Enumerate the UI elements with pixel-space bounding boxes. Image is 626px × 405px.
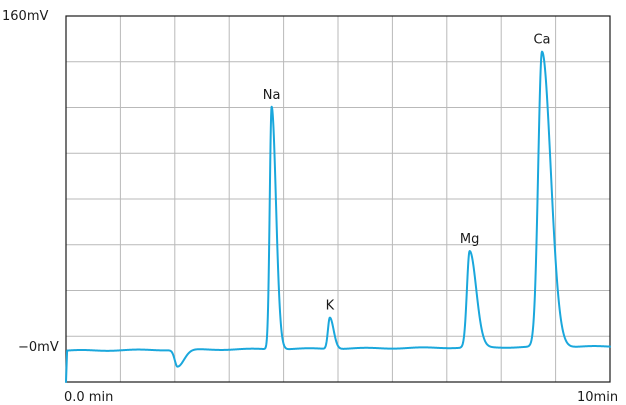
peak-label-k: K (326, 299, 335, 314)
plot-frame (65, 15, 611, 383)
peak-labels: Na K Mg Ca (263, 33, 551, 314)
signal-trace (65, 50, 611, 383)
y-baseline-label: −0mV (18, 340, 59, 355)
y-top-label: 160mV (2, 9, 48, 24)
x-start-label: 0.0 min (64, 390, 113, 405)
peak-label-ca: Ca (533, 33, 550, 48)
grid (66, 16, 610, 382)
peak-label-na: Na (263, 88, 281, 103)
peak-label-mg: Mg (460, 232, 479, 247)
x-end-label: 10min (577, 390, 618, 405)
